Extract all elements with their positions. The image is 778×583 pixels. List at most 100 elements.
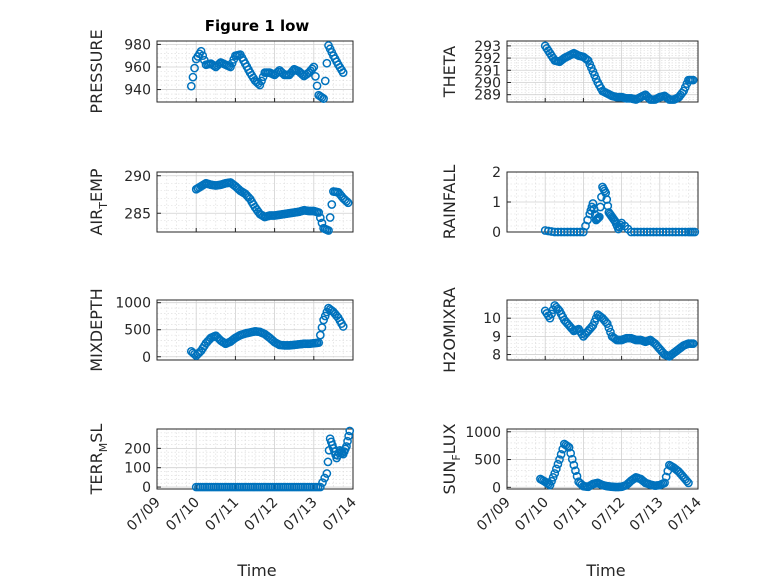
- y-tick-label: 960: [124, 60, 151, 76]
- data-point-interp: [317, 93, 327, 102]
- series-markers: [186, 41, 348, 103]
- y-axis-label: PRESSURE: [87, 29, 106, 113]
- data-point-interp: [190, 349, 199, 359]
- data-point-interp: [336, 447, 346, 456]
- axes-box: [156, 428, 354, 490]
- y-tick-label: 0: [492, 480, 501, 496]
- panel-air-temp: 285 290 AIRTEMP: [87, 168, 354, 236]
- axes-box: [506, 428, 699, 490]
- data-point: [688, 75, 698, 85]
- data-point-interp: [327, 200, 337, 209]
- figure-title: Figure 1 low: [205, 17, 310, 35]
- data-point-interp: [629, 474, 639, 483]
- data-point: [345, 426, 355, 436]
- data-point-interp: [575, 227, 585, 237]
- data-point: [684, 478, 693, 488]
- data-point-interp: [604, 323, 614, 333]
- y-axis-label-rest: SL: [87, 424, 106, 443]
- y-tick-label: 1000: [465, 425, 501, 441]
- data-point-interp: [553, 227, 563, 237]
- data-point-interp: [652, 227, 661, 237]
- x-axis-label-left: Time: [236, 561, 276, 580]
- data-point-interp: [209, 61, 219, 71]
- y-tick-label: 500: [124, 323, 151, 339]
- y-tick-label: 8: [492, 348, 501, 364]
- y-axis-label-main: THETA: [440, 46, 459, 98]
- data-point: [315, 482, 325, 492]
- axes-border: [156, 299, 354, 361]
- series-markers: [191, 426, 355, 492]
- data-point: [319, 315, 328, 325]
- x-tick-label: 07/11: [550, 495, 590, 535]
- y-axis-label-main: TERR: [87, 452, 106, 495]
- panel-rainfall: 0 1 2 RAINFALL: [440, 165, 700, 241]
- data-point: [196, 46, 206, 56]
- axes-border: [156, 428, 354, 490]
- data-point: [314, 208, 324, 217]
- data-point-interp: [547, 227, 556, 236]
- data-point-interp: [190, 63, 199, 73]
- panel-pressure: 940 960 980 PRESSURE: [87, 29, 354, 114]
- data-point-interp: [198, 51, 208, 61]
- data-point-interp: [547, 476, 556, 486]
- data-point-interp: [629, 227, 639, 237]
- y-axis-label: SUNFLUX: [440, 423, 463, 494]
- data-point-interp: [323, 457, 333, 467]
- data-point-interp: [592, 214, 602, 224]
- data-point: [588, 199, 598, 208]
- data-point: [338, 322, 348, 331]
- y-axis-label-main: MIXDEPTH: [87, 288, 106, 371]
- y-tick-label: 293: [474, 39, 501, 55]
- data-point-interp: [312, 81, 322, 91]
- x-tick-label: 07/13: [281, 495, 321, 535]
- data-point: [655, 227, 665, 237]
- y-tick-label: 0: [142, 350, 151, 366]
- y-tick-label: 291: [474, 63, 501, 79]
- data-point: [645, 227, 655, 237]
- data-point-interp: [642, 227, 652, 237]
- data-point-interp: [556, 450, 566, 459]
- data-point-interp: [344, 431, 353, 441]
- data-point: [690, 227, 700, 237]
- series-markers: [186, 303, 348, 361]
- data-point-interp: [671, 227, 681, 237]
- data-point-interp: [343, 436, 352, 446]
- data-point: [594, 212, 604, 222]
- data-point-interp: [639, 227, 649, 237]
- data-point-interp: [320, 311, 330, 321]
- y-axis-label-main: PRESSURE: [87, 29, 106, 113]
- y-axis-label: RAINFALL: [440, 165, 459, 240]
- data-point-interp: [257, 76, 266, 86]
- data-point-interp: [188, 72, 198, 82]
- panel-sun-flux: 05001000SUNFLUX07/0907/1007/1107/1207/13…: [440, 423, 705, 534]
- data-point-interp: [318, 478, 327, 487]
- panel-terr-msl: 0 100 200 TERRMSL 07/09 07/10 07/11 07/12 07/13 0…: [87, 424, 360, 535]
- x-tick-label: 07/09: [124, 495, 164, 535]
- panel-mixdepth: 0 500 1000 MIXDEPTH: [87, 288, 354, 372]
- data-point: [319, 94, 328, 103]
- y-axis-label-subscript: M: [97, 443, 110, 453]
- data-point-interp: [677, 227, 687, 237]
- series-markers: [540, 301, 698, 361]
- y-tick-label: 0: [492, 225, 501, 241]
- data-point-interp: [566, 227, 576, 237]
- data-point-interp: [567, 454, 577, 464]
- data-point: [674, 227, 684, 237]
- data-point-interp: [593, 213, 603, 223]
- y-axis-label-rest: LUX: [440, 423, 459, 454]
- data-point-interp: [342, 196, 351, 206]
- y-axis-label-main: AIR: [87, 209, 106, 236]
- x-tick-label: 07/14: [320, 494, 360, 534]
- axes-border: [506, 299, 699, 361]
- y-tick-label: 290: [124, 169, 151, 185]
- y-tick-label: 0: [142, 480, 151, 496]
- data-point: [559, 227, 569, 237]
- x-tick-label: 07/10: [512, 495, 552, 535]
- data-point: [255, 80, 265, 90]
- x-tick-label: 07/12: [589, 495, 629, 535]
- data-point: [688, 339, 698, 348]
- x-tick-label: 07/12: [242, 495, 282, 535]
- data-point: [555, 455, 564, 464]
- data-point-interp: [322, 58, 332, 68]
